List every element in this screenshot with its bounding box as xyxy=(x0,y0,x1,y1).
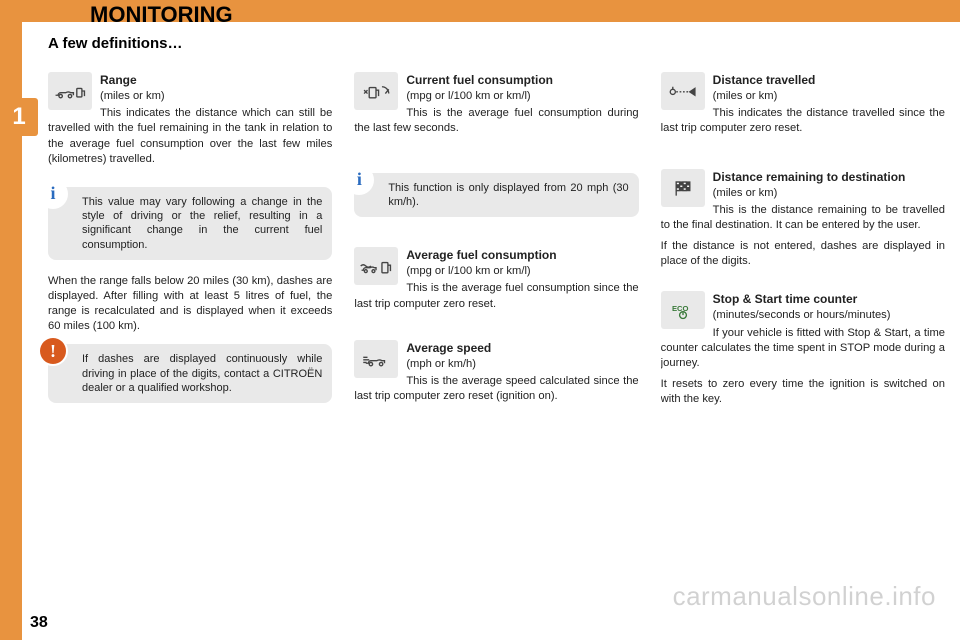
dist-remaining-body1: This is the distance remaining to be tra… xyxy=(661,203,945,233)
dist-travelled-body: This indicates the distance travelled si… xyxy=(661,106,945,136)
chapter-number: 1 xyxy=(0,98,38,136)
info-icon: i xyxy=(346,167,372,193)
warn-callout-1: ! If dashes are displayed continuously w… xyxy=(48,344,332,403)
page-number: 38 xyxy=(30,614,48,632)
current-fuel-icon xyxy=(354,72,398,110)
warn-icon: ! xyxy=(40,338,66,364)
section-range: Range (miles or km) This indicates the d… xyxy=(48,72,332,173)
column-2: Current fuel consumption (mpg or l/100 k… xyxy=(354,72,638,427)
info-icon: i xyxy=(40,181,66,207)
info1-text: This value may vary following a change i… xyxy=(82,196,322,251)
svg-text:ECO: ECO xyxy=(672,304,689,313)
section-current-fuel: Current fuel consumption (mpg or l/100 k… xyxy=(354,72,638,143)
avg-fuel-icon xyxy=(354,247,398,285)
info-callout-1: i This value may vary following a change… xyxy=(48,187,332,260)
stop-start-body1: If your vehicle is fitted with Stop & St… xyxy=(661,326,945,371)
range-extra: When the range falls below 20 miles (30 … xyxy=(48,274,332,334)
stop-start-icon: ECO xyxy=(661,291,705,329)
avg-speed-icon xyxy=(354,340,398,378)
section-avg-speed: Average speed (mph or km/h) This is the … xyxy=(354,340,638,411)
avg-fuel-body: This is the average fuel consumption sin… xyxy=(354,281,638,311)
section-dist-remaining: Distance remaining to destination (miles… xyxy=(661,169,945,276)
section-avg-fuel: Average fuel consumption (mpg or l/100 k… xyxy=(354,247,638,318)
range-icon xyxy=(48,72,92,110)
subtitle: A few definitions… xyxy=(48,35,945,52)
range-body: This indicates the distance which can st… xyxy=(48,106,332,166)
dist-remaining-icon xyxy=(661,169,705,207)
column-3: Distance travelled (miles or km) This in… xyxy=(661,72,945,427)
warn1-text: If dashes are displayed continuously whi… xyxy=(82,353,322,394)
dist-remaining-body2: If the distance is not entered, dashes a… xyxy=(661,239,945,269)
stop-start-body2: It resets to zero every time the ignitio… xyxy=(661,377,945,407)
info2-text: This function is only displayed from 20 … xyxy=(388,182,628,208)
columns: Range (miles or km) This indicates the d… xyxy=(48,72,945,427)
section-stop-start: ECO Stop & Start time counter (minutes/s… xyxy=(661,291,945,413)
column-1: Range (miles or km) This indicates the d… xyxy=(48,72,332,427)
section-dist-travelled: Distance travelled (miles or km) This in… xyxy=(661,72,945,143)
frame-left xyxy=(0,0,22,640)
page-header: MONITORING xyxy=(90,2,233,28)
current-fuel-body: This is the average fuel consumption dur… xyxy=(354,106,638,136)
avg-speed-body: This is the average speed calculated sin… xyxy=(354,374,638,404)
dist-travelled-icon xyxy=(661,72,705,110)
info-callout-2: i This function is only displayed from 2… xyxy=(354,173,638,218)
content-area: A few definitions… Range (miles or km) T… xyxy=(48,35,945,605)
